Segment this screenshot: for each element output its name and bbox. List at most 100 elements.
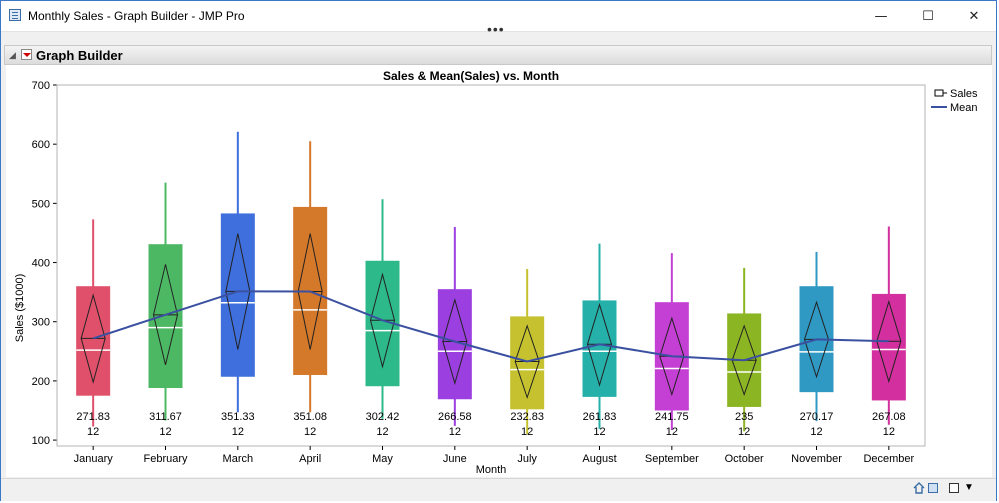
y-tick-label: 100 xyxy=(32,435,50,447)
count-label: 12 xyxy=(376,426,388,438)
box-group-june: 266.58 12 xyxy=(437,227,472,438)
means-diamond xyxy=(876,299,902,384)
mean-value-label: 351.33 xyxy=(221,411,255,423)
red-triangle-menu-icon[interactable] xyxy=(21,49,32,60)
mean-value-label: 261.83 xyxy=(583,411,617,423)
y-tick-label: 200 xyxy=(32,376,50,388)
box-group-april: 351.08 12 xyxy=(293,141,328,438)
y-tick-label: 600 xyxy=(32,139,50,151)
count-label: 12 xyxy=(159,426,171,438)
count-label: 12 xyxy=(87,426,99,438)
x-tick-label: December xyxy=(863,453,914,465)
means-diamond xyxy=(369,272,396,369)
close-button[interactable]: ✕ xyxy=(968,8,980,24)
box-group-february: 311.67 12 xyxy=(148,182,183,438)
mean-value-label: 235 xyxy=(735,411,753,423)
y-axis[interactable]: 100 200 300 400 500 600 700 xyxy=(32,80,57,447)
disclosure-triangle-icon[interactable]: ◢ xyxy=(9,50,16,60)
means-diamond xyxy=(225,233,251,350)
toolbar-grip[interactable]: ••• xyxy=(487,21,505,37)
x-tick-label: July xyxy=(517,453,537,465)
minimize-button[interactable]: — xyxy=(874,8,888,24)
mean-value-label: 351.08 xyxy=(293,411,327,423)
mean-value-label: 311.67 xyxy=(149,411,182,423)
y-axis-label[interactable]: Sales ($1000) xyxy=(14,274,26,343)
x-tick-label: January xyxy=(74,453,114,465)
count-label: 12 xyxy=(810,426,822,438)
home-icon[interactable] xyxy=(913,482,925,494)
box-group-january: 271.83 12 xyxy=(76,219,111,438)
box xyxy=(582,300,617,397)
graph-panel: Sales & Mean(Sales) vs. Month Sales ($10… xyxy=(6,65,992,477)
means-diamond xyxy=(514,324,540,400)
box-group-july: 232.83 12 xyxy=(510,269,545,438)
mean-line xyxy=(92,290,889,363)
x-tick-label: June xyxy=(443,453,467,465)
means-diamond xyxy=(442,298,468,386)
box xyxy=(871,293,906,401)
mean-value-label: 266.58 xyxy=(438,411,472,423)
y-tick-label: 300 xyxy=(32,317,50,329)
jmp-app-icon[interactable] xyxy=(9,9,21,21)
legend-sales-label: Sales xyxy=(950,88,978,100)
box-group-december: 267.08 12 xyxy=(871,226,906,438)
box-group-march: 351.33 12 xyxy=(220,131,255,438)
mean-value-label: 241.75 xyxy=(655,411,689,423)
maximize-button[interactable]: ☐ xyxy=(922,8,934,24)
count-label: 12 xyxy=(666,426,678,438)
x-tick-label: February xyxy=(143,453,188,465)
x-tick-label: May xyxy=(372,453,393,465)
count-label: 12 xyxy=(304,426,316,438)
means-diamond xyxy=(731,324,757,397)
x-tick-label: October xyxy=(725,453,764,465)
box xyxy=(76,286,111,396)
box-plot-chart: Sales & Mean(Sales) vs. Month Sales ($10… xyxy=(14,69,978,476)
mean-value-label: 302.42 xyxy=(366,411,400,423)
x-tick-label: March xyxy=(223,453,254,465)
title-bar[interactable]: Monthly Sales - Graph Builder - JMP Pro … xyxy=(1,1,996,32)
x-tick-label: November xyxy=(791,453,842,465)
legend-box-icon xyxy=(934,89,947,97)
box-group-september: 241.75 12 xyxy=(654,253,689,438)
mean-value-label: 270.17 xyxy=(800,411,834,423)
x-axis[interactable]: January February March April May June July Augu… xyxy=(74,446,915,465)
means-diamond xyxy=(80,293,106,384)
count-label: 12 xyxy=(593,426,605,438)
window-title: Monthly Sales - Graph Builder - JMP Pro xyxy=(28,9,245,23)
x-axis-label[interactable]: Month xyxy=(476,464,507,476)
legend[interactable]: Sales Mean xyxy=(931,88,978,114)
y-tick-label: 400 xyxy=(32,258,50,270)
count-label: 12 xyxy=(738,426,750,438)
count-label: 12 xyxy=(232,426,244,438)
box-group-may: 302.42 12 xyxy=(365,199,400,438)
count-label: 12 xyxy=(883,426,895,438)
box-group-november: 270.17 12 xyxy=(799,251,834,438)
x-tick-label: August xyxy=(582,453,616,465)
count-label: 12 xyxy=(449,426,461,438)
y-tick-label: 500 xyxy=(32,198,50,210)
box-group-august: 261.83 12 xyxy=(582,243,617,438)
layout-checkbox[interactable] xyxy=(949,483,959,493)
means-diamond xyxy=(803,300,830,379)
means-diamond xyxy=(659,316,685,397)
plot-marks: 271.83 12 311.67 12 351.33 12 351.08 12 302.42 12… xyxy=(76,131,906,438)
layout-dropdown-icon[interactable]: ▼ xyxy=(964,482,974,493)
means-diamond xyxy=(152,264,179,366)
mean-value-label: 232.83 xyxy=(510,411,544,423)
mean-value-label: 267.08 xyxy=(872,411,906,423)
x-tick-label: September xyxy=(645,453,699,465)
section-title: Graph Builder xyxy=(36,48,123,63)
y-tick-label: 700 xyxy=(32,80,50,92)
legend-mean-label: Mean xyxy=(950,102,978,114)
graph-builder-header: ◢ Graph Builder xyxy=(4,45,992,65)
count-label: 12 xyxy=(521,426,533,438)
chart-title: Sales & Mean(Sales) vs. Month xyxy=(383,69,559,83)
status-bar: ▼ xyxy=(1,478,996,501)
plot-frame[interactable] xyxy=(56,84,926,447)
means-diamond xyxy=(586,302,613,387)
x-tick-label: April xyxy=(299,453,321,465)
means-diamond xyxy=(297,233,323,350)
mean-value-label: 271.83 xyxy=(76,411,110,423)
window-list-icon[interactable] xyxy=(928,483,938,493)
